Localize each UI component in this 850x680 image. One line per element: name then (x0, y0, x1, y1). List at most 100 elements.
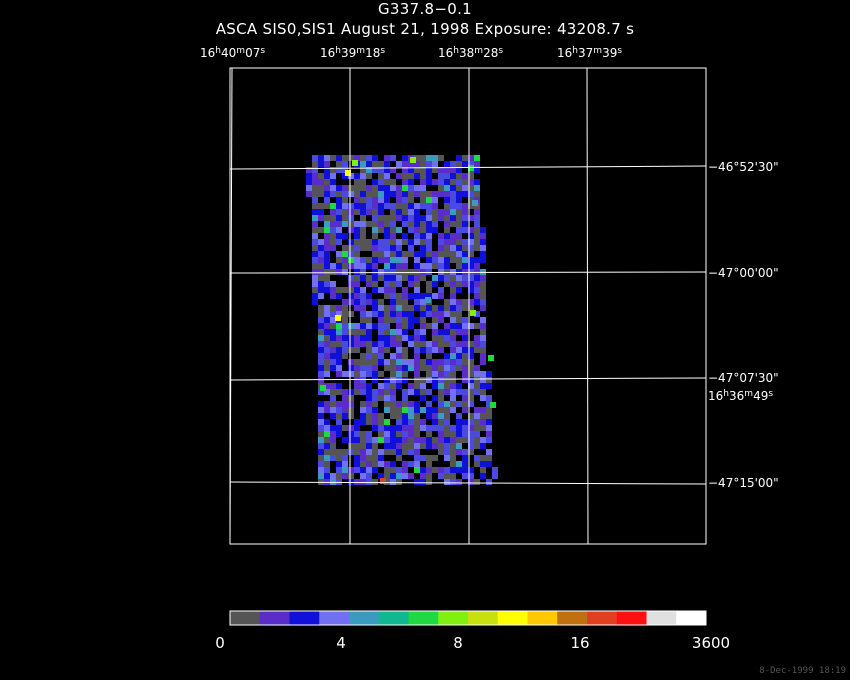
image-pixel (330, 335, 336, 341)
image-pixel (396, 425, 402, 431)
image-pixel (330, 341, 336, 347)
image-pixel (468, 179, 474, 185)
image-pixel (444, 407, 450, 413)
image-pixel (384, 257, 390, 263)
image-pixel (414, 479, 420, 485)
ra-label: 16h36m49s (708, 389, 773, 403)
image-pixel (420, 239, 426, 245)
image-pixel (396, 377, 402, 383)
image-pixel (360, 293, 366, 299)
image-pixel (462, 305, 468, 311)
image-pixel (366, 245, 372, 251)
image-pixel (432, 347, 438, 353)
image-pixel (462, 299, 468, 305)
image-pixel (486, 419, 492, 425)
image-pixel (444, 179, 450, 185)
image-pixel (318, 329, 324, 335)
image-pixel (420, 455, 426, 461)
image-pixel (390, 185, 396, 191)
image-pixel (360, 173, 366, 179)
image-pixel (444, 389, 450, 395)
image-pixel (390, 359, 396, 365)
image-pixel (468, 431, 474, 437)
image-pixel (456, 281, 462, 287)
image-pixel (318, 215, 324, 221)
image-pixel (450, 449, 456, 455)
image-pixel (474, 419, 480, 425)
image-pixel (330, 401, 336, 407)
dec-axis-labels: −46°52'30" −47°00'00" −47°07'30" −47°15'… (708, 160, 779, 490)
image-pixel (396, 479, 402, 485)
image-pixel (342, 371, 348, 377)
image-pixel (390, 431, 396, 437)
image-pixel (378, 425, 384, 431)
image-pixel (432, 323, 438, 329)
image-pixel (402, 203, 408, 209)
image-pixel (396, 323, 402, 329)
image-pixel (474, 311, 480, 317)
image-pixel (366, 371, 372, 377)
image-pixel (432, 329, 438, 335)
image-pixel (372, 227, 378, 233)
image-pixel (348, 215, 354, 221)
image-pixel (330, 263, 336, 269)
image-pixel (360, 323, 366, 329)
image-pixel (330, 353, 336, 359)
image-pixel (414, 281, 420, 287)
image-pixel (312, 269, 318, 275)
image-pixel (396, 449, 402, 455)
image-pixel (390, 395, 396, 401)
image-pixel (372, 389, 378, 395)
image-pixel (330, 359, 336, 365)
image-pixel (450, 365, 456, 371)
image-pixel (360, 353, 366, 359)
image-pixel (378, 191, 384, 197)
image-pixel (360, 413, 366, 419)
image-pixel (336, 209, 342, 215)
bright-spot (320, 385, 326, 391)
image-pixel (480, 395, 486, 401)
image-pixel (450, 461, 456, 467)
image-pixel (402, 209, 408, 215)
image-pixel (456, 173, 462, 179)
image-pixel (402, 401, 408, 407)
image-pixel (450, 401, 456, 407)
image-pixel (444, 191, 450, 197)
image-pixel (444, 401, 450, 407)
image-pixel (324, 305, 330, 311)
image-pixel (318, 293, 324, 299)
image-pixel (384, 431, 390, 437)
image-pixel (450, 179, 456, 185)
image-pixel (468, 215, 474, 221)
image-pixel (330, 407, 336, 413)
image-pixel (378, 431, 384, 437)
image-pixel (318, 473, 324, 479)
image-pixel (384, 341, 390, 347)
color-bar-label: 8 (453, 634, 463, 652)
image-pixel (486, 383, 492, 389)
image-pixel (330, 449, 336, 455)
image-pixel (450, 425, 456, 431)
image-pixel (396, 359, 402, 365)
image-pixel (462, 269, 468, 275)
image-pixel (468, 323, 474, 329)
image-pixel (426, 179, 432, 185)
image-pixel (480, 335, 486, 341)
image-pixel (402, 371, 408, 377)
image-pixel (450, 239, 456, 245)
image-pixel (324, 467, 330, 473)
image-pixel (420, 419, 426, 425)
image-pixel (426, 455, 432, 461)
image-pixel (336, 185, 342, 191)
image-pixel (318, 227, 324, 233)
image-pixel (426, 161, 432, 167)
image-pixel (360, 473, 366, 479)
image-pixel (324, 419, 330, 425)
image-pixel (462, 401, 468, 407)
image-pixel (366, 299, 372, 305)
image-pixel (342, 305, 348, 311)
image-pixel (324, 251, 330, 257)
image-pixel (450, 215, 456, 221)
image-pixel (330, 317, 336, 323)
image-pixel (420, 269, 426, 275)
